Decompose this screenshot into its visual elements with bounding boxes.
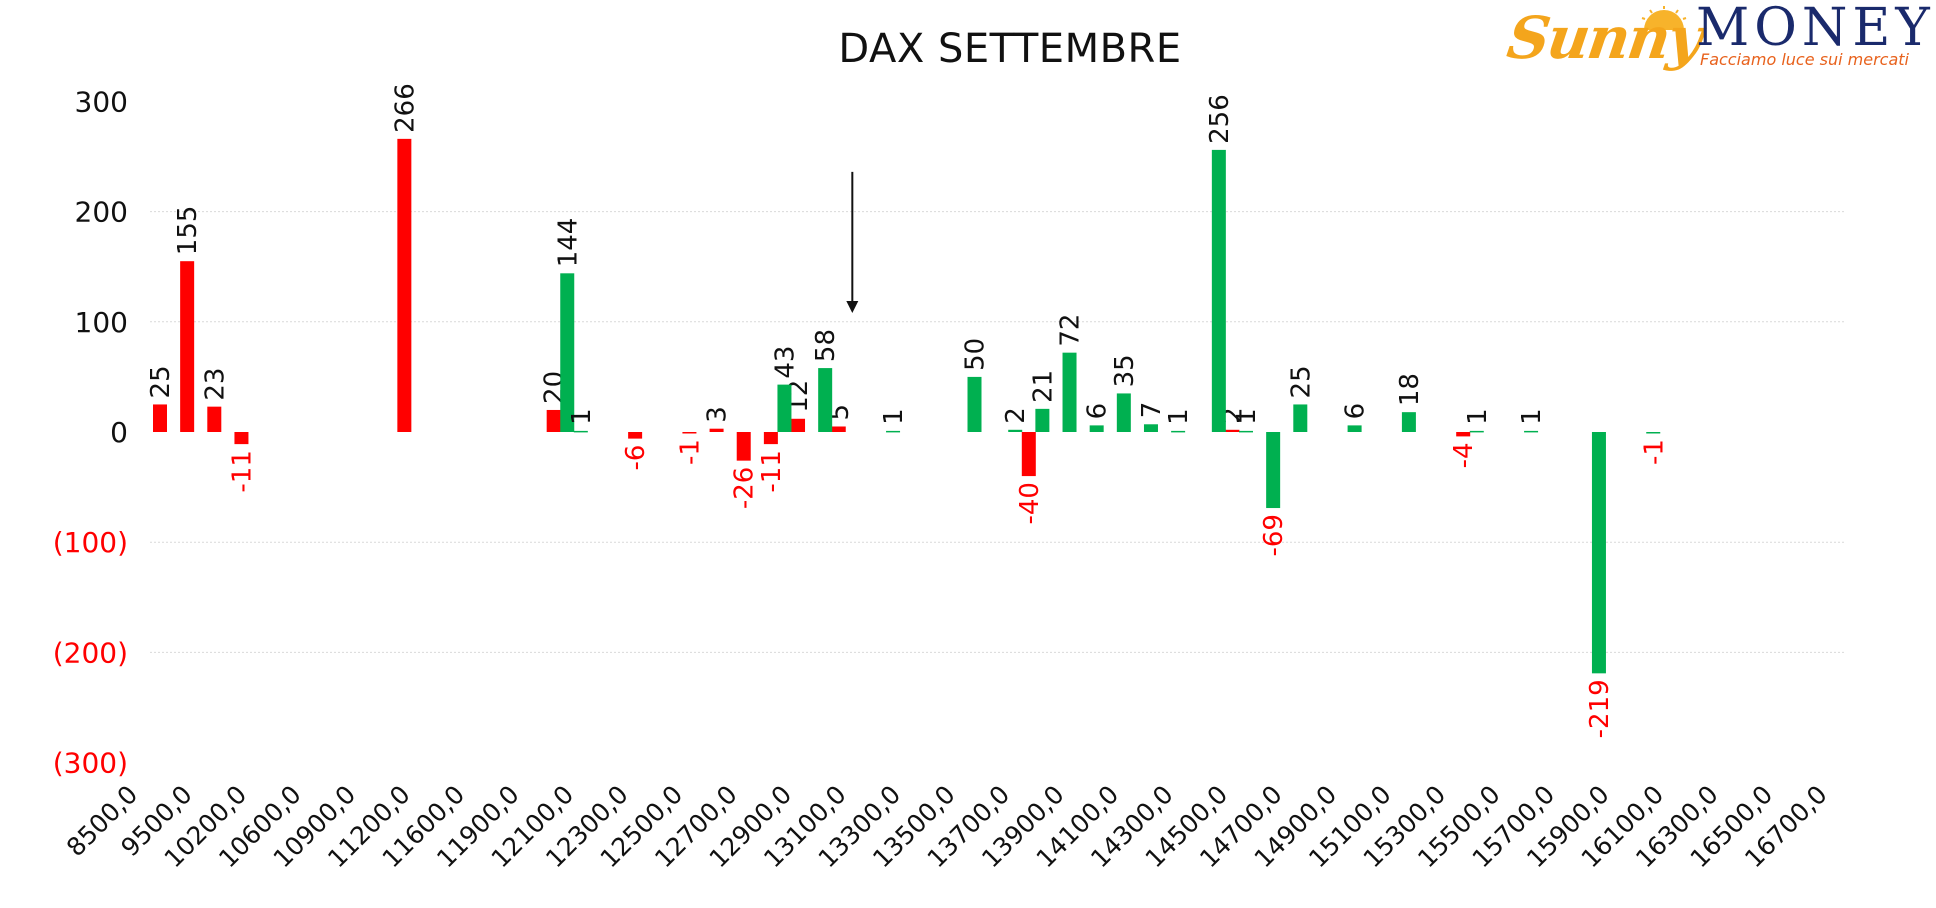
bar bbox=[1401, 412, 1416, 432]
sunny-money-logo: Sunny MONEY Facciamo luce sui mercati bbox=[1490, 0, 1930, 74]
bar bbox=[1211, 149, 1226, 432]
data-label: 25 bbox=[146, 365, 176, 398]
bar bbox=[1021, 432, 1036, 477]
data-label: 1 bbox=[1463, 408, 1493, 425]
data-label: 155 bbox=[173, 206, 203, 256]
bar bbox=[1008, 429, 1023, 432]
data-label: -40 bbox=[1015, 482, 1045, 524]
bar bbox=[1266, 432, 1281, 509]
data-label: -6 bbox=[621, 445, 651, 471]
bar bbox=[397, 138, 412, 433]
data-label: 35 bbox=[1110, 354, 1140, 387]
bar bbox=[1171, 430, 1186, 433]
data-label: 266 bbox=[390, 83, 420, 133]
bar bbox=[1293, 404, 1308, 432]
y-tick-label: (200) bbox=[53, 636, 128, 669]
y-tick-label: 200 bbox=[75, 196, 128, 229]
bar bbox=[831, 426, 846, 432]
bar bbox=[1225, 429, 1240, 432]
bar bbox=[1347, 425, 1362, 432]
data-label: -69 bbox=[1259, 514, 1289, 556]
annotation-arrow-head bbox=[846, 300, 859, 313]
bar bbox=[777, 384, 792, 432]
bar bbox=[1116, 393, 1131, 432]
bar bbox=[886, 430, 901, 433]
bar bbox=[1646, 432, 1661, 434]
bar bbox=[709, 428, 724, 432]
bar bbox=[791, 418, 806, 432]
data-label: 25 bbox=[1286, 365, 1316, 398]
data-label: -219 bbox=[1585, 679, 1615, 738]
bar bbox=[1469, 430, 1484, 433]
data-label: 144 bbox=[553, 218, 583, 268]
bar bbox=[207, 406, 222, 432]
data-label: 2 bbox=[1001, 407, 1031, 424]
data-label: 1 bbox=[1232, 408, 1262, 425]
data-label: -26 bbox=[730, 467, 760, 509]
data-label: -11 bbox=[757, 450, 787, 492]
bar bbox=[1062, 352, 1077, 432]
bar bbox=[1089, 425, 1104, 432]
bar bbox=[1524, 430, 1539, 433]
data-label: 2 bbox=[1218, 407, 1248, 424]
data-label: 18 bbox=[1395, 373, 1425, 406]
bar bbox=[1239, 430, 1253, 433]
bar bbox=[234, 432, 249, 445]
bar bbox=[763, 432, 778, 445]
data-label: 6 bbox=[1083, 403, 1113, 420]
data-label: 5 bbox=[825, 404, 855, 421]
data-label: 58 bbox=[811, 329, 841, 362]
data-label: -1 bbox=[1639, 439, 1669, 465]
data-label: -4 bbox=[1449, 442, 1479, 468]
bar bbox=[546, 409, 561, 432]
data-label: 21 bbox=[1028, 370, 1058, 403]
bar bbox=[628, 432, 643, 439]
data-label: 6 bbox=[1341, 403, 1371, 420]
bar bbox=[736, 432, 751, 461]
data-label: -11 bbox=[227, 450, 257, 492]
bar bbox=[682, 432, 697, 434]
bar bbox=[560, 273, 575, 432]
data-label: 1 bbox=[1164, 408, 1194, 425]
bar bbox=[1035, 408, 1050, 432]
data-label: 7 bbox=[1137, 402, 1167, 419]
data-label: 1 bbox=[879, 408, 909, 425]
data-label: 43 bbox=[770, 346, 800, 379]
bar bbox=[818, 368, 833, 432]
bar bbox=[1591, 432, 1606, 674]
logo-money-text: MONEY bbox=[1696, 0, 1935, 58]
bar bbox=[573, 430, 588, 433]
data-label: 1 bbox=[1517, 408, 1547, 425]
bar bbox=[967, 376, 982, 432]
y-tick-label: 300 bbox=[75, 85, 128, 118]
data-label: 23 bbox=[200, 368, 230, 401]
bar bbox=[1143, 424, 1158, 432]
y-tick-label: (300) bbox=[53, 747, 128, 780]
bar bbox=[180, 261, 195, 432]
bar bbox=[1456, 432, 1471, 437]
y-tick-label: 100 bbox=[75, 306, 128, 339]
data-label: 72 bbox=[1056, 314, 1086, 347]
bar bbox=[153, 404, 167, 432]
chart-title: DAX SETTEMBRE bbox=[838, 26, 1182, 72]
y-tick-label: (100) bbox=[53, 526, 128, 559]
data-label: -1 bbox=[675, 439, 705, 465]
data-label: 256 bbox=[1205, 94, 1235, 144]
logo-tagline: Facciamo luce sui mercati bbox=[1700, 50, 1909, 69]
data-label: 1 bbox=[567, 408, 597, 425]
sun-icon bbox=[1641, 6, 1687, 30]
data-label: 50 bbox=[961, 338, 991, 371]
data-label: 3 bbox=[703, 406, 733, 423]
y-tick-label: 0 bbox=[110, 416, 128, 449]
